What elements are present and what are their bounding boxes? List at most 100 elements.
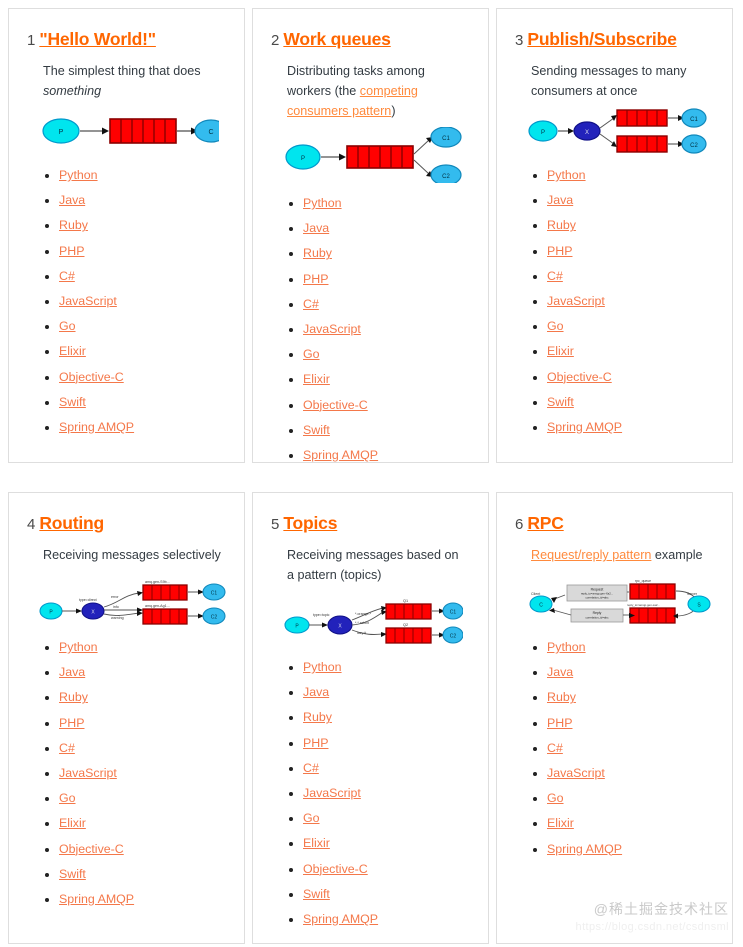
list-item[interactable]: Elixir bbox=[303, 831, 476, 856]
list-item[interactable]: Go bbox=[547, 314, 720, 339]
tutorial-card-routing[interactable]: 4 Routing Receiving messages selectively … bbox=[8, 492, 245, 944]
language-link[interactable]: JavaScript bbox=[547, 766, 605, 781]
language-link[interactable]: Java bbox=[547, 193, 574, 208]
language-link[interactable]: Go bbox=[59, 791, 76, 806]
list-item[interactable]: Go bbox=[547, 786, 720, 811]
list-item[interactable]: Spring AMQP bbox=[59, 887, 232, 912]
language-link[interactable]: JavaScript bbox=[303, 322, 361, 337]
list-item[interactable]: Elixir bbox=[547, 811, 720, 836]
list-item[interactable]: Spring AMQP bbox=[547, 415, 720, 440]
list-item[interactable]: Swift bbox=[59, 390, 232, 415]
card-title-link[interactable]: Work queues bbox=[283, 29, 391, 49]
list-item[interactable]: C# bbox=[59, 736, 232, 761]
language-link[interactable]: C# bbox=[59, 740, 75, 755]
tutorial-card-topics[interactable]: 5 Topics Receiving messages based on a pa… bbox=[252, 492, 489, 944]
language-link[interactable]: Objective-C bbox=[303, 397, 368, 412]
tutorial-card-rpc[interactable]: 6 RPC Request/reply pattern example Clien… bbox=[496, 492, 733, 944]
list-item[interactable]: PHP bbox=[303, 731, 476, 756]
list-item[interactable]: Python bbox=[547, 163, 720, 188]
language-link[interactable]: PHP bbox=[303, 271, 329, 286]
language-link[interactable]: Spring AMQP bbox=[303, 912, 379, 927]
language-link[interactable]: Ruby bbox=[303, 246, 332, 261]
list-item[interactable]: Ruby bbox=[547, 685, 720, 710]
tutorial-card-hello-world[interactable]: 1 "Hello World!" The simplest thing that … bbox=[8, 8, 245, 463]
list-item[interactable]: C# bbox=[547, 264, 720, 289]
list-item[interactable]: JavaScript bbox=[59, 289, 232, 314]
list-item[interactable]: Ruby bbox=[547, 213, 720, 238]
language-link[interactable]: Python bbox=[303, 196, 342, 210]
language-link[interactable]: Go bbox=[59, 319, 76, 334]
list-item[interactable]: Elixir bbox=[59, 811, 232, 836]
language-link[interactable]: PHP bbox=[59, 243, 85, 258]
language-link[interactable]: PHP bbox=[303, 735, 329, 750]
language-link[interactable]: Swift bbox=[547, 394, 574, 409]
list-item[interactable]: JavaScript bbox=[547, 289, 720, 314]
list-item[interactable]: Ruby bbox=[59, 685, 232, 710]
language-link[interactable]: Java bbox=[547, 665, 574, 680]
language-link[interactable]: C# bbox=[547, 268, 563, 283]
language-link[interactable]: Objective-C bbox=[303, 861, 368, 876]
list-item[interactable]: Objective-C bbox=[547, 365, 720, 390]
language-link[interactable]: Ruby bbox=[303, 710, 332, 725]
language-link[interactable]: Spring AMQP bbox=[59, 892, 135, 907]
list-item[interactable]: Spring AMQP bbox=[59, 415, 232, 440]
language-link[interactable]: Swift bbox=[303, 422, 330, 437]
list-item[interactable]: Java bbox=[303, 680, 476, 705]
language-link[interactable]: Go bbox=[303, 347, 320, 362]
language-link[interactable]: Python bbox=[547, 168, 586, 182]
list-item[interactable]: Java bbox=[59, 660, 232, 685]
language-link[interactable]: Elixir bbox=[59, 344, 86, 359]
language-link[interactable]: Spring AMQP bbox=[303, 448, 379, 463]
list-item[interactable]: Go bbox=[59, 786, 232, 811]
list-item[interactable]: PHP bbox=[59, 711, 232, 736]
language-link[interactable]: Go bbox=[547, 319, 564, 334]
list-item[interactable]: Spring AMQP bbox=[547, 837, 720, 862]
list-item[interactable]: Python bbox=[59, 163, 232, 188]
list-item[interactable]: Python bbox=[303, 655, 476, 680]
list-item[interactable]: JavaScript bbox=[303, 781, 476, 806]
tutorial-card-publish-subscribe[interactable]: 3 Publish/Subscribe Sending messages to m… bbox=[496, 8, 733, 463]
card-title-link[interactable]: "Hello World!" bbox=[39, 29, 156, 49]
language-link[interactable]: Java bbox=[303, 685, 330, 700]
tutorial-card-work-queues[interactable]: 2 Work queues Distributing tasks among wo… bbox=[252, 8, 489, 463]
list-item[interactable]: Objective-C bbox=[59, 365, 232, 390]
list-item[interactable]: Objective-C bbox=[303, 393, 476, 418]
list-item[interactable]: Go bbox=[59, 314, 232, 339]
language-link[interactable]: Ruby bbox=[59, 690, 88, 705]
language-link[interactable]: Elixir bbox=[547, 816, 574, 831]
language-link[interactable]: Ruby bbox=[547, 690, 576, 705]
list-item[interactable]: JavaScript bbox=[547, 761, 720, 786]
language-link[interactable]: Objective-C bbox=[547, 369, 612, 384]
language-link[interactable]: Java bbox=[59, 665, 86, 680]
list-item[interactable]: PHP bbox=[547, 711, 720, 736]
list-item[interactable]: Java bbox=[547, 660, 720, 685]
language-link[interactable]: Python bbox=[547, 640, 586, 654]
language-link[interactable]: Elixir bbox=[303, 836, 330, 851]
list-item[interactable]: Swift bbox=[59, 862, 232, 887]
language-link[interactable]: JavaScript bbox=[547, 294, 605, 309]
language-link[interactable]: Objective-C bbox=[59, 841, 124, 856]
card-title-link[interactable]: Topics bbox=[283, 513, 338, 533]
list-item[interactable]: PHP bbox=[59, 239, 232, 264]
competing-consumers-link[interactable]: competing consumers pattern bbox=[287, 84, 418, 118]
language-link[interactable]: Swift bbox=[303, 886, 330, 901]
list-item[interactable]: Java bbox=[59, 188, 232, 213]
list-item[interactable]: C# bbox=[59, 264, 232, 289]
list-item[interactable]: Go bbox=[303, 342, 476, 367]
list-item[interactable]: C# bbox=[547, 736, 720, 761]
list-item[interactable]: Go bbox=[303, 806, 476, 831]
list-item[interactable]: Elixir bbox=[59, 339, 232, 364]
list-item[interactable]: Java bbox=[547, 188, 720, 213]
list-item[interactable]: JavaScript bbox=[303, 317, 476, 342]
language-link[interactable]: C# bbox=[303, 296, 319, 311]
language-link[interactable]: Python bbox=[59, 640, 98, 654]
language-link[interactable]: Spring AMQP bbox=[59, 420, 135, 435]
list-item[interactable]: Objective-C bbox=[303, 857, 476, 882]
language-link[interactable]: JavaScript bbox=[59, 766, 117, 781]
card-title-link[interactable]: Routing bbox=[39, 513, 105, 533]
language-link[interactable]: Java bbox=[59, 193, 86, 208]
list-item[interactable]: C# bbox=[303, 292, 476, 317]
list-item[interactable]: Ruby bbox=[303, 705, 476, 730]
language-link[interactable]: C# bbox=[59, 268, 75, 283]
list-item[interactable]: Python bbox=[59, 635, 232, 660]
